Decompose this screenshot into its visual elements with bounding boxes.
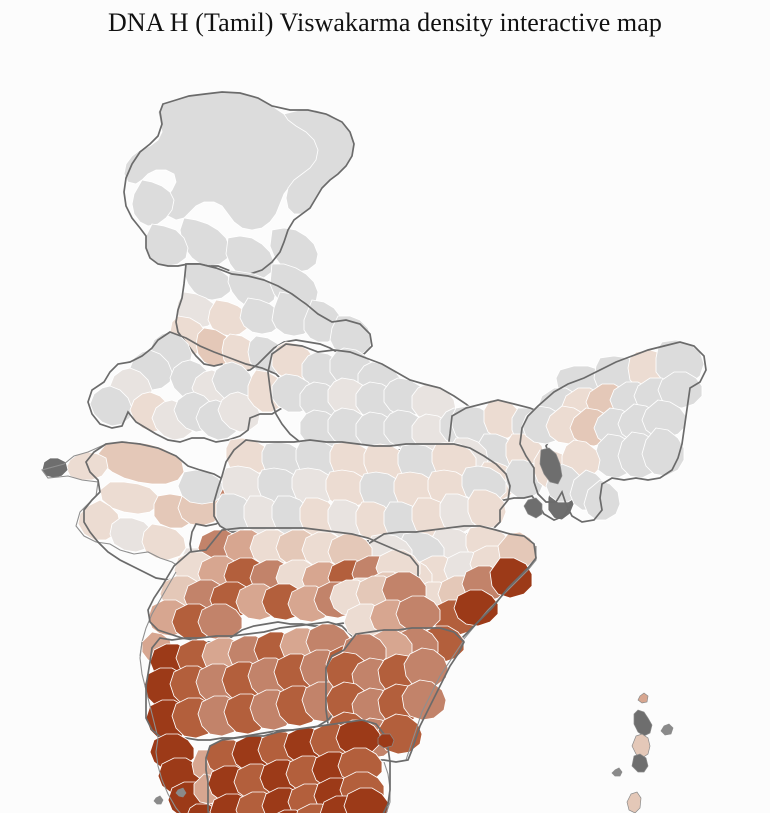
india-district-choropleth-svg[interactable]	[0, 52, 770, 813]
region-tamil-nadu[interactable]	[206, 720, 390, 813]
nodata-patches	[523, 447, 563, 519]
choropleth-map[interactable]	[0, 52, 770, 813]
page-title: DNA H (Tamil) Viswakarma density interac…	[107, 8, 662, 37]
region-uttar-pradesh[interactable]	[268, 342, 486, 454]
region-lakshadweep[interactable]	[153, 787, 187, 813]
region-jammu-kashmir[interactable]	[124, 92, 354, 280]
region-karnataka[interactable]	[140, 622, 370, 740]
region-rajasthan[interactable]	[88, 332, 288, 442]
region-northeast[interactable]	[520, 340, 706, 522]
region-andaman-nicobar[interactable]	[611, 692, 679, 813]
region-madhya-pradesh[interactable]	[214, 438, 510, 542]
region-chhattisgarh-odisha[interactable]	[360, 526, 536, 670]
region-puducherry[interactable]	[378, 734, 394, 748]
